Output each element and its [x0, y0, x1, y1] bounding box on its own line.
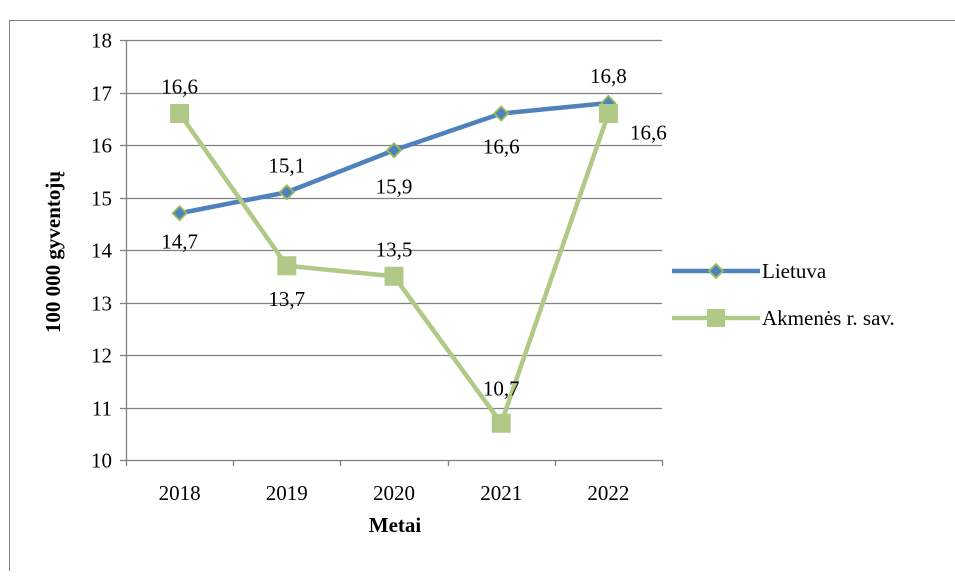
legend-label: Lietuva	[762, 259, 827, 283]
data-label: 16,8	[590, 64, 627, 88]
x-tick-label: 2021	[480, 481, 522, 505]
axes: 10 11 12 13 14 15 16 17 18 2018 2019 2020 2021 2022	[91, 29, 663, 506]
legend: Lietuva Akmenės r. sav.	[672, 259, 895, 330]
x-tick-label: 2020	[373, 481, 415, 505]
data-label: 13,7	[268, 287, 305, 311]
data-point-diamond	[280, 185, 294, 199]
x-tick-label: 2022	[587, 481, 629, 505]
data-label: 16,6	[483, 135, 520, 159]
legend-label: Akmenės r. sav.	[762, 306, 895, 330]
data-label: 13,5	[376, 237, 413, 261]
y-tick-label: 18	[91, 29, 112, 53]
y-tick-label: 15	[91, 187, 112, 211]
data-point-diamond	[494, 107, 508, 121]
y-tick-label: 17	[91, 82, 112, 106]
gridlines	[126, 41, 662, 409]
legend-marker-square	[707, 309, 725, 327]
data-label: 16,6	[161, 75, 198, 99]
data-label: 14,7	[161, 229, 198, 253]
series-layer	[171, 96, 618, 432]
data-label: 16,6	[630, 121, 667, 145]
y-axis-title: 100 000 gyventojų	[41, 171, 65, 333]
legend-marker-diamond	[709, 264, 723, 278]
data-point-square	[171, 105, 189, 123]
data-point-square	[599, 105, 617, 123]
x-axis-title: Metai	[369, 513, 422, 537]
data-label: 15,1	[268, 153, 305, 177]
y-tick-label: 10	[91, 449, 112, 473]
data-label: 15,9	[376, 174, 413, 198]
data-labels: 14,7 15,1 15,9 16,6 16,8 16,6 13,7 13,5 10,7 16,6	[161, 64, 667, 400]
data-point-square	[278, 257, 296, 275]
data-label: 10,7	[483, 376, 520, 400]
x-tick-label: 2019	[266, 481, 308, 505]
data-point-diamond	[173, 206, 187, 220]
data-point-square	[492, 414, 510, 432]
y-tick-label: 12	[91, 344, 112, 368]
data-point-square	[385, 267, 403, 285]
y-tick-label: 14	[91, 239, 113, 263]
x-tick-label: 2018	[159, 481, 201, 505]
y-tick-label: 13	[91, 292, 112, 316]
y-tick-label: 16	[91, 134, 112, 158]
y-tick-label: 11	[92, 397, 112, 421]
